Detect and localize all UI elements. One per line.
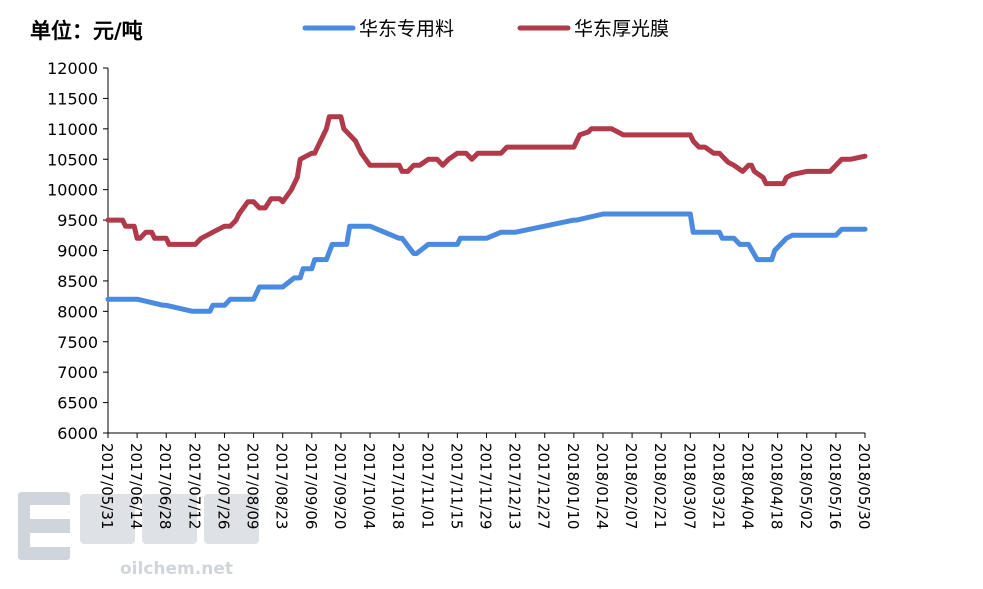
watermark-logo-notch-2 bbox=[30, 533, 70, 547]
watermark-block-3 bbox=[204, 494, 259, 544]
legend-label-1: 华东专用料 bbox=[359, 18, 454, 40]
x-tick-label: 2017/05/31 bbox=[98, 443, 116, 529]
x-tick-label: 2018/05/30 bbox=[855, 443, 873, 529]
y-axis-ticks: 6000 6500 7000 7500 8000 8500 9000 9500 10000 105… bbox=[47, 59, 108, 443]
y-tick-label: 6000 bbox=[57, 424, 98, 443]
x-tick-label: 2017/06/14 bbox=[127, 443, 145, 529]
x-tick-label: 2017/12/27 bbox=[535, 443, 553, 529]
x-tick-label: 2018/04/04 bbox=[739, 443, 757, 529]
x-tick-label: 2017/10/04 bbox=[360, 443, 378, 529]
watermark-block-2 bbox=[142, 494, 197, 544]
x-tick-label: 2017/10/18 bbox=[389, 443, 407, 529]
y-tick-label: 9000 bbox=[57, 242, 98, 261]
series-line-1 bbox=[105, 211, 868, 314]
x-tick-label: 2017/07/26 bbox=[214, 443, 232, 529]
legend-label-2: 华东厚光膜 bbox=[574, 18, 669, 40]
x-tick-label: 2018/01/24 bbox=[593, 443, 611, 529]
x-tick-label: 2018/03/07 bbox=[680, 443, 698, 529]
series-lines bbox=[105, 114, 868, 314]
x-tick-label: 2017/09/20 bbox=[331, 443, 349, 529]
y-tick-label: 10500 bbox=[47, 150, 98, 169]
x-tick-label: 2017/06/28 bbox=[156, 443, 174, 529]
x-tick-label: 2017/11/29 bbox=[477, 443, 495, 529]
y-tick-label: 12000 bbox=[47, 59, 98, 78]
unit-label: 单位：元/吨 bbox=[30, 19, 143, 43]
watermark-block-1 bbox=[80, 494, 135, 544]
legend: 华东专用料 华东厚光膜 bbox=[302, 18, 669, 40]
x-axis-ticks: 2017/05/31 2017/06/14 2017/06/28 2017/07/12… bbox=[98, 433, 873, 529]
x-tick-label: 2017/08/09 bbox=[244, 443, 262, 529]
x-tick-label: 2017/12/13 bbox=[506, 443, 524, 529]
x-tick-label: 2018/03/21 bbox=[709, 443, 727, 529]
series-line-2 bbox=[105, 114, 868, 247]
y-tick-label: 7000 bbox=[57, 363, 98, 382]
x-tick-label: 2018/01/10 bbox=[564, 443, 582, 529]
watermark-logo-notch bbox=[30, 505, 70, 519]
oilchem-watermark: oilchem.net bbox=[18, 492, 259, 579]
x-tick-label: 2017/08/23 bbox=[273, 443, 291, 529]
x-tick-label: 2018/05/16 bbox=[826, 443, 844, 529]
x-tick-label: 2017/11/15 bbox=[447, 443, 465, 529]
watermark-logo-icon bbox=[18, 492, 70, 560]
y-tick-label: 11000 bbox=[47, 120, 98, 139]
y-tick-label: 11500 bbox=[47, 89, 98, 108]
x-tick-label: 2017/07/12 bbox=[185, 443, 203, 529]
x-tick-label: 2017/09/06 bbox=[302, 443, 320, 529]
x-tick-label: 2018/02/07 bbox=[622, 443, 640, 529]
y-tick-label: 9500 bbox=[57, 211, 98, 230]
y-tick-label: 8500 bbox=[57, 272, 98, 291]
y-tick-label: 8000 bbox=[57, 302, 98, 321]
x-tick-label: 2018/05/02 bbox=[797, 443, 815, 529]
x-tick-label: 2018/02/21 bbox=[651, 443, 669, 529]
y-tick-label: 6500 bbox=[57, 394, 98, 413]
y-tick-label: 7500 bbox=[57, 333, 98, 352]
x-tick-label: 2017/11/01 bbox=[418, 443, 436, 529]
x-tick-label: 2018/04/18 bbox=[768, 443, 786, 529]
y-tick-label: 10000 bbox=[47, 181, 98, 200]
watermark-site-text: oilchem.net bbox=[120, 559, 233, 579]
